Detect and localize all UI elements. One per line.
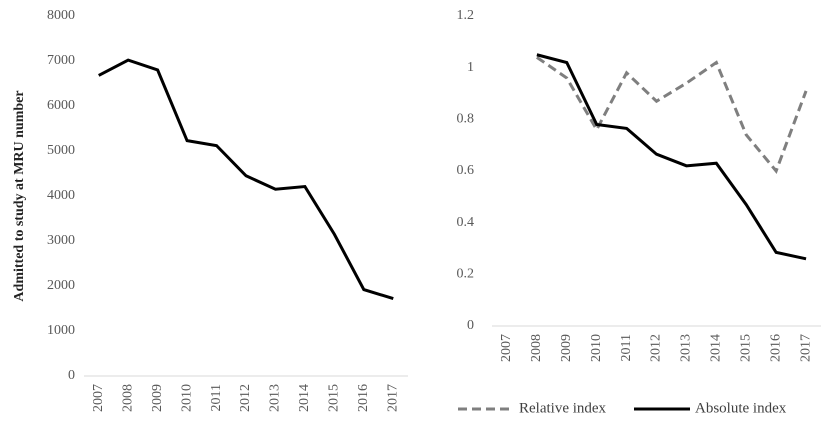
x-tick-label: 2007	[499, 334, 514, 362]
x-tick-label: 2014	[297, 384, 312, 412]
legend-label: Relative index	[519, 400, 607, 416]
y-tick-label: 7000	[47, 53, 75, 68]
x-tick-label: 2011	[209, 384, 224, 411]
y-tick-label: 0	[68, 368, 75, 383]
line-series	[98, 58, 394, 301]
line-series	[536, 53, 807, 261]
y-tick-label: 8000	[47, 8, 75, 23]
x-tick-label: 2010	[179, 384, 194, 412]
y-axis-label: Admitted to study at MRU number	[12, 90, 27, 301]
legend-label: Absolute index	[695, 400, 787, 416]
x-tick-label: 2009	[150, 384, 165, 412]
y-tick-label: 0.8	[457, 112, 475, 127]
x-tick-label: 2015	[738, 334, 753, 362]
x-tick-label: 2016	[768, 334, 783, 362]
x-tick-label: 2007	[91, 384, 106, 412]
y-tick-label: 1000	[47, 323, 75, 338]
y-tick-label: 0	[467, 318, 474, 333]
y-tick-label: 0.4	[457, 215, 475, 230]
x-tick-label: 2010	[589, 334, 604, 362]
x-tick-label: 2011	[619, 334, 634, 361]
x-tick-label: 2013	[679, 334, 694, 362]
x-tick-label: 2012	[649, 334, 664, 362]
y-tick-label: 6000	[47, 98, 75, 113]
y-tick-label: 1.2	[457, 8, 475, 23]
y-tick-label: 5000	[47, 143, 75, 158]
y-tick-label: 1	[467, 60, 474, 75]
x-tick-label: 2012	[238, 384, 253, 412]
x-tick-label: 2017	[798, 334, 813, 362]
y-tick-label: 0.2	[457, 267, 475, 282]
x-tick-label: 2009	[559, 334, 574, 362]
x-tick-label: 2008	[529, 334, 544, 362]
x-tick-label: 2016	[356, 384, 371, 412]
x-tick-label: 2008	[120, 384, 135, 412]
y-tick-label: 2000	[47, 278, 75, 293]
y-tick-label: 0.6	[457, 163, 475, 178]
y-tick-label: 4000	[47, 188, 75, 203]
x-tick-label: 2013	[268, 384, 283, 412]
x-tick-label: 2017	[385, 384, 400, 412]
x-tick-label: 2014	[709, 334, 724, 362]
line-series	[536, 56, 808, 174]
y-tick-label: 3000	[47, 233, 75, 248]
x-tick-label: 2015	[327, 384, 342, 412]
